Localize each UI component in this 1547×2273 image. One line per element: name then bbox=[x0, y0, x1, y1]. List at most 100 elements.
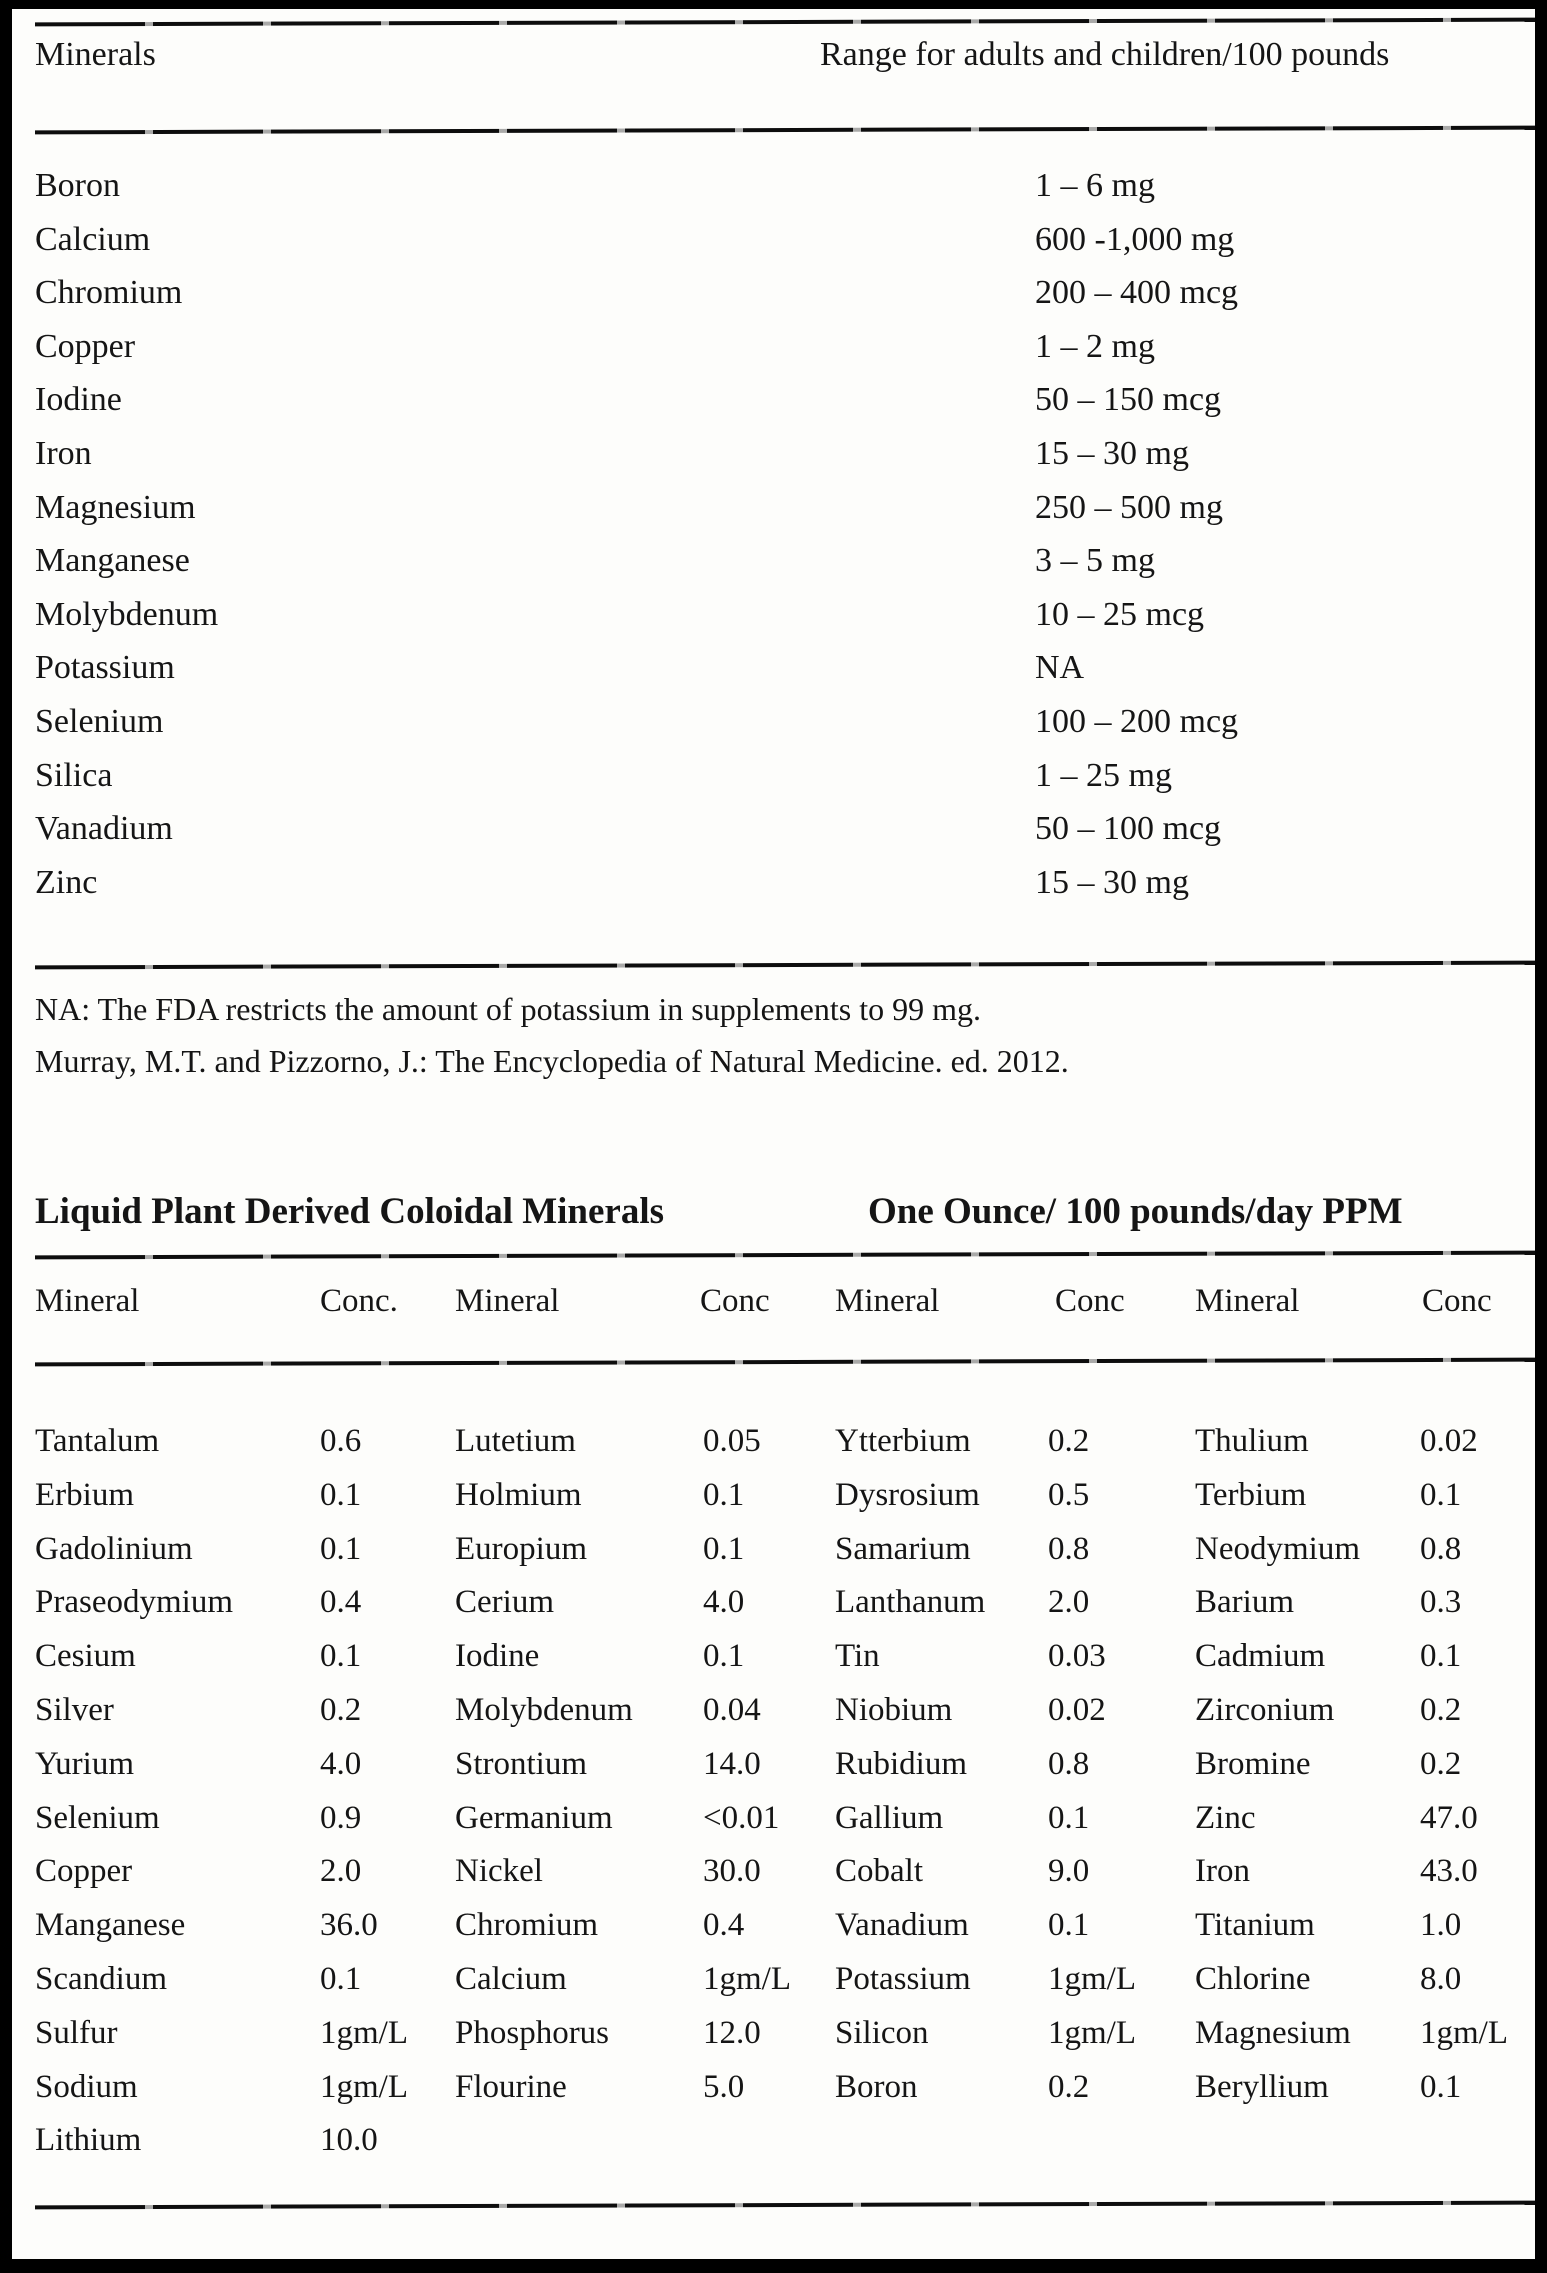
conc-value: 0.04 bbox=[703, 1691, 761, 1728]
mineral-name: Molybdenum bbox=[35, 595, 219, 633]
conc-value: 0.1 bbox=[1420, 2068, 1462, 2105]
conc-value: 0.02 bbox=[1420, 1423, 1478, 1459]
range-value: 15 – 30 mg bbox=[1035, 434, 1189, 472]
conc-column-header: Conc. bbox=[320, 1283, 398, 1319]
conc-value: 36.0 bbox=[320, 1907, 378, 1944]
mineral-name: Zinc bbox=[35, 863, 98, 901]
colloidal-minerals-table: Tantalum 0.6 Lutetium 0.05 Ytterbium 0.2 Thuli… bbox=[35, 1415, 1532, 2168]
mineral-name: Ytterbium bbox=[835, 1423, 971, 1459]
conc-value: 47.0 bbox=[1420, 1799, 1478, 1836]
mineral-name: Holmium bbox=[455, 1476, 582, 1513]
conc-value: 0.6 bbox=[320, 1423, 362, 1459]
mineral-name: Cesium bbox=[35, 1638, 136, 1675]
table-row: Copper 2.0 Nickel 30.0 Cobalt 9.0 Iron 43.0 bbox=[35, 1845, 1532, 1899]
mineral-name: Cobalt bbox=[835, 1853, 923, 1890]
mineral-name: Gallium bbox=[835, 1799, 944, 1836]
table-row: Erbium 0.1 Holmium 0.1 Dysrosium 0.5 Terbium 0.… bbox=[35, 1469, 1532, 1523]
table-row: Sodium 1gm/L Flourine 5.0 Boron 0.2 Beryllium 0… bbox=[35, 2061, 1532, 2115]
minerals-range-table: Boron 1 – 6 mg Calcium 600 -1,000 mg Chromiu… bbox=[35, 159, 1532, 909]
conc-value: 0.1 bbox=[320, 1476, 362, 1513]
mineral-name: Zinc bbox=[1195, 1799, 1256, 1836]
conc-value: 14.0 bbox=[703, 1745, 761, 1782]
range-value: 100 – 200 mcg bbox=[1035, 702, 1239, 740]
mineral-name: Lutetium bbox=[455, 1423, 576, 1459]
conc-value: 0.1 bbox=[1420, 1638, 1462, 1675]
mineral-name: Iron bbox=[1195, 1853, 1250, 1890]
table-row: Potassium NA bbox=[35, 641, 1532, 695]
conc-value: 0.1 bbox=[1048, 1907, 1090, 1944]
colloidal-minerals-title-left: Liquid Plant Derived Coloidal Minerals bbox=[35, 1191, 665, 1232]
conc-value: 0.5 bbox=[1048, 1476, 1090, 1513]
table-row: Chromium 200 – 400 mcg bbox=[35, 266, 1532, 320]
colloidal-minerals-header-row: Mineral Conc. Mineral Conc Mineral Conc Minera… bbox=[35, 1283, 1532, 1329]
table-row: Boron 1 – 6 mg bbox=[35, 159, 1532, 213]
mineral-name: Lanthanum bbox=[835, 1584, 986, 1621]
table-row: Yurium 4.0 Strontium 14.0 Rubidium 0.8 Bromine… bbox=[35, 1738, 1532, 1792]
conc-value: 0.1 bbox=[320, 1638, 362, 1675]
colloidal-minerals-title-right: One Ounce/ 100 pounds/day PPM bbox=[868, 1191, 1403, 1232]
range-value: 3 – 5 mg bbox=[1035, 542, 1155, 580]
conc-value: 1gm/L bbox=[320, 2068, 408, 2105]
range-value: NA bbox=[1035, 649, 1085, 687]
conc-value: 30.0 bbox=[703, 1853, 761, 1890]
mineral-name: Scandium bbox=[35, 1960, 167, 1997]
conc-value: 12.0 bbox=[703, 2014, 761, 2051]
table-row: Lithium 10.0 bbox=[35, 2114, 1532, 2168]
conc-column-header: Conc bbox=[1055, 1283, 1125, 1319]
table-row: Selenium 100 – 200 mcg bbox=[35, 695, 1532, 749]
mineral-name: Flourine bbox=[455, 2068, 567, 2105]
mineral-name: Sulfur bbox=[35, 2014, 118, 2051]
conc-value: 9.0 bbox=[1048, 1853, 1090, 1890]
mineral-name: Magnesium bbox=[1195, 2014, 1351, 2051]
conc-value: 1gm/L bbox=[1420, 2014, 1508, 2051]
table-row: Magnesium 250 – 500 mg bbox=[35, 481, 1532, 535]
table-row: Manganese 36.0 Chromium 0.4 Vanadium 0.1 Titan… bbox=[35, 1899, 1532, 1953]
conc-value: 43.0 bbox=[1420, 1853, 1478, 1890]
mineral-column-header: Mineral bbox=[35, 1283, 140, 1319]
conc-value: 1gm/L bbox=[1048, 1960, 1136, 1997]
mineral-name: Copper bbox=[35, 327, 136, 365]
mineral-name: Chromium bbox=[455, 1907, 599, 1944]
bottom-rule bbox=[34, 2200, 1536, 2210]
conc-value: 0.2 bbox=[1048, 1423, 1090, 1459]
mineral-name: Lithium bbox=[35, 2122, 142, 2159]
mineral-name: Thulium bbox=[1195, 1423, 1309, 1459]
mineral-name: Selenium bbox=[35, 1799, 160, 1836]
table-row: Sulfur 1gm/L Phosphorus 12.0 Silicon 1gm/L Mag… bbox=[35, 2007, 1532, 2061]
minerals-column-header: Minerals bbox=[35, 36, 156, 73]
conc-column-header: Conc bbox=[1422, 1283, 1492, 1319]
mineral-name: Samarium bbox=[835, 1530, 971, 1567]
mineral-column-header: Mineral bbox=[455, 1283, 560, 1319]
mineral-name: Europium bbox=[455, 1530, 587, 1567]
mineral-name: Zirconium bbox=[1195, 1691, 1335, 1728]
mineral-name: Beryllium bbox=[1195, 2068, 1329, 2105]
range-value: 1 – 2 mg bbox=[1035, 327, 1155, 365]
conc-value: 0.02 bbox=[1048, 1691, 1106, 1728]
conc-value: 0.3 bbox=[1420, 1584, 1462, 1621]
conc-value: <0.01 bbox=[703, 1799, 780, 1836]
mineral-name: Sodium bbox=[35, 2068, 138, 2105]
table1-bottom-rule bbox=[34, 960, 1536, 970]
mineral-name: Vanadium bbox=[835, 1907, 969, 1944]
conc-value: 2.0 bbox=[1048, 1584, 1090, 1621]
table-row: Gadolinium 0.1 Europium 0.1 Samarium 0.8 Neody… bbox=[35, 1523, 1532, 1577]
mineral-name: Gadolinium bbox=[35, 1530, 193, 1567]
top-rule bbox=[34, 17, 1536, 27]
mineral-name: Iodine bbox=[35, 381, 122, 419]
conc-value: 0.8 bbox=[1048, 1530, 1090, 1567]
conc-value: 0.1 bbox=[320, 1530, 362, 1567]
conc-value: 5.0 bbox=[703, 2068, 745, 2105]
conc-value: 0.1 bbox=[1048, 1799, 1090, 1836]
range-column-header: Range for adults and children/100 pounds bbox=[820, 36, 1390, 73]
conc-value: 0.4 bbox=[703, 1907, 745, 1944]
conc-value: 0.1 bbox=[703, 1476, 745, 1513]
conc-value: 0.05 bbox=[703, 1423, 761, 1459]
conc-value: 10.0 bbox=[320, 2122, 378, 2159]
conc-value: 0.1 bbox=[1420, 1476, 1462, 1513]
table-row: Molybdenum 10 – 25 mcg bbox=[35, 588, 1532, 642]
mineral-name: Tantalum bbox=[35, 1423, 160, 1459]
mineral-name: Chlorine bbox=[1195, 1960, 1311, 1997]
table-row: Iron 15 – 30 mg bbox=[35, 427, 1532, 481]
table-row: Praseodymium 0.4 Cerium 4.0 Lanthanum 2.0 Bari… bbox=[35, 1576, 1532, 1630]
mineral-name: Iron bbox=[35, 434, 92, 472]
